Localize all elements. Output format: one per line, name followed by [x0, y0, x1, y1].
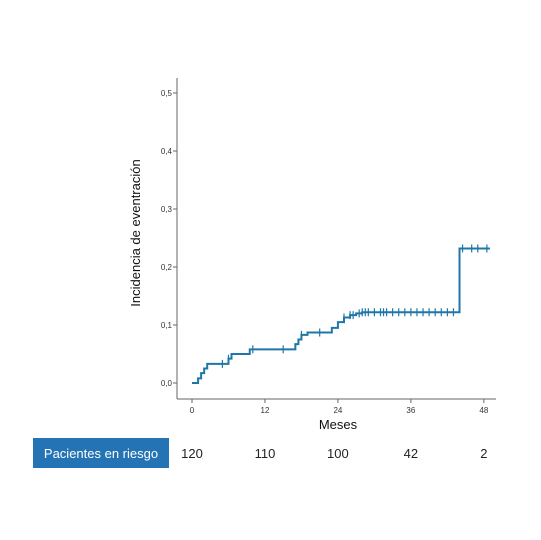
- x-tick-label: 36: [406, 406, 415, 415]
- risk-value: 2: [480, 446, 488, 461]
- km-step-line: [192, 247, 490, 384]
- y-axis-title: Incidencia de eventración: [128, 159, 143, 306]
- series-layer: [192, 244, 490, 384]
- y-axis: 0,0 0,1 0,2 0,3 0,4 0,5: [161, 78, 178, 399]
- y-tick-label: 0,4: [161, 147, 173, 156]
- x-tick-label: 24: [333, 406, 342, 415]
- x-tick-label: 48: [479, 406, 488, 415]
- y-tick-label: 0,2: [161, 263, 173, 272]
- risk-value: 42: [403, 446, 419, 461]
- x-axis-title: Meses: [319, 417, 358, 432]
- y-tick-label: 0,0: [161, 379, 173, 388]
- y-tick-label: 0,5: [161, 89, 173, 98]
- x-tick-label: 0: [190, 406, 195, 415]
- risk-value: 110: [254, 446, 276, 461]
- y-tick-label: 0,3: [161, 205, 173, 214]
- y-tick-label: 0,1: [161, 321, 173, 330]
- risk-value: 120: [181, 446, 203, 461]
- x-axis: 0 12 24 36 48: [177, 398, 496, 415]
- x-tick-label: 12: [261, 406, 270, 415]
- risk-value: 100: [327, 446, 349, 461]
- risk-table-label: Pacientes en riesgo: [33, 438, 169, 468]
